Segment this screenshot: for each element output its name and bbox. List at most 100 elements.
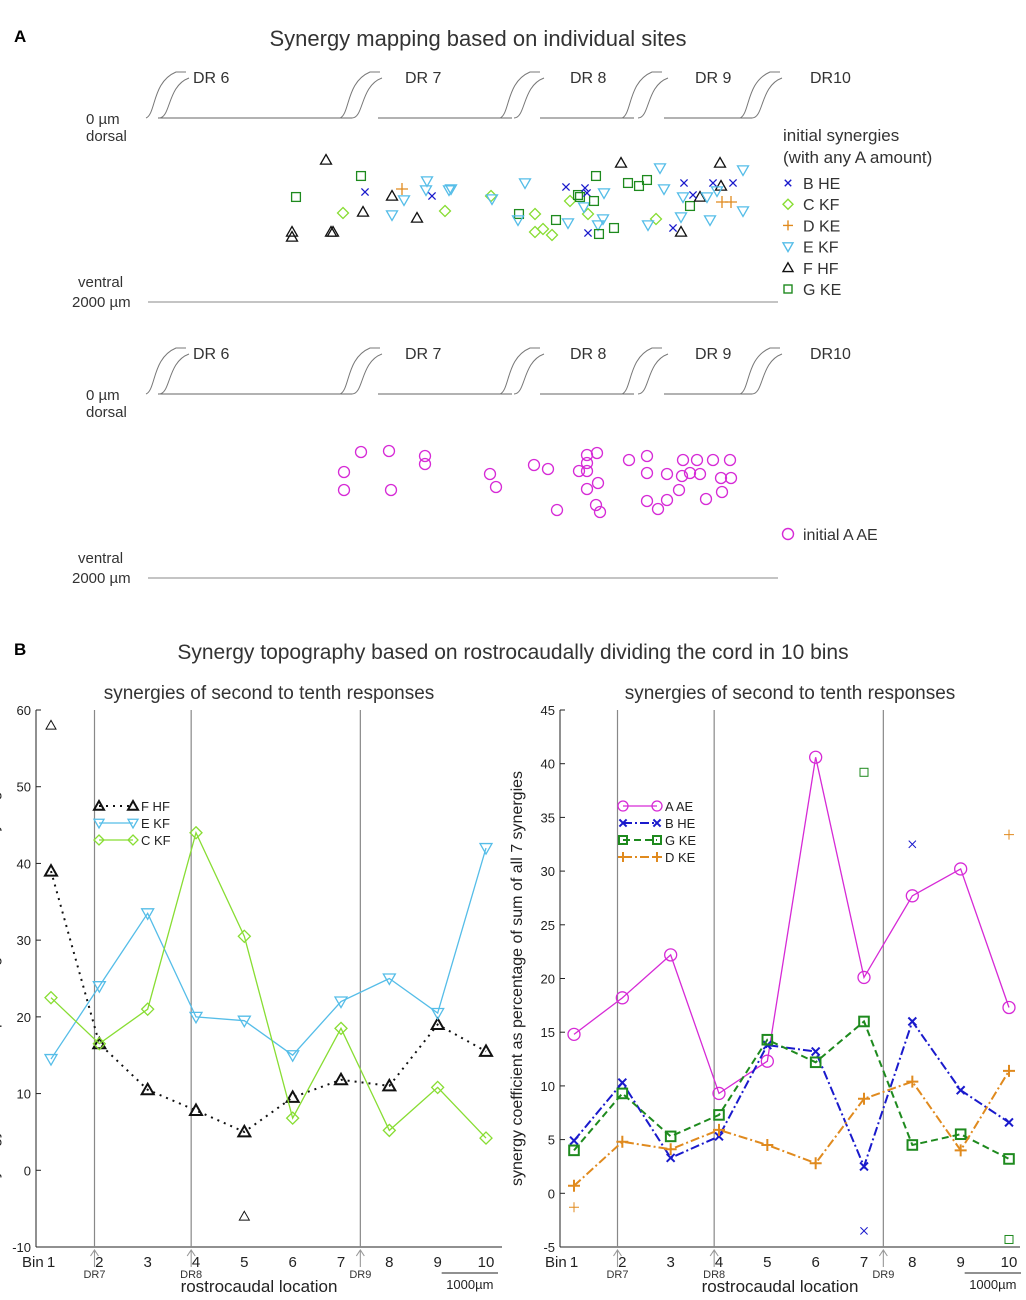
- site-marker: [679, 178, 689, 188]
- site-marker: [285, 230, 299, 242]
- map1-root-2-inner: [351, 77, 383, 119]
- site-marker-a-ae: [676, 453, 690, 467]
- site-marker: [649, 212, 663, 226]
- x-tick-label: 2: [618, 1254, 626, 1271]
- root-arrow-label: DR8: [180, 1269, 202, 1281]
- site-marker-a-ae: [580, 464, 594, 478]
- site-marker: [545, 228, 559, 242]
- data-point-g-ke: [664, 1130, 677, 1143]
- map1-root-5-outer: [739, 71, 780, 119]
- site-marker-a-ae: [724, 471, 738, 485]
- site-marker: [588, 195, 600, 207]
- map1-dorsal-label: dorsal: [86, 128, 127, 145]
- site-marker-a-ae: [699, 492, 713, 506]
- legend-marker: [652, 818, 662, 828]
- site-marker: [438, 204, 452, 218]
- map2-root-5-inner: [751, 353, 783, 395]
- data-point-b-he: [617, 1078, 628, 1088]
- x-tick-label: 9: [433, 1254, 441, 1271]
- data-point-a-ae: [857, 970, 871, 985]
- data-point-b-he: [907, 1016, 918, 1027]
- data-point-b-he: [569, 1136, 579, 1146]
- site-marker: [536, 222, 550, 236]
- data-point-c-kf: [382, 1123, 397, 1138]
- site-marker: [736, 206, 750, 218]
- site-marker: [420, 176, 434, 188]
- data-point-f-hf: [381, 1077, 398, 1092]
- data-point-c-kf: [334, 1021, 348, 1036]
- legend-label: F HF: [803, 261, 839, 278]
- data-point-b-he: [955, 1085, 966, 1095]
- root-arrow-icon: [186, 1249, 196, 1267]
- site-marker-a-ae: [675, 469, 689, 483]
- site-marker: [583, 228, 593, 238]
- data-point-f-hf: [284, 1089, 301, 1103]
- legend-marker-b-he: [784, 179, 792, 187]
- site-marker: [728, 178, 738, 188]
- site-marker: [326, 225, 340, 237]
- data-point-e-kf: [333, 996, 349, 1009]
- legend-label: G KE: [803, 282, 841, 299]
- map2-root-4-outer: [621, 347, 662, 395]
- x-tick-label: 3: [143, 1254, 151, 1271]
- data-point-d-ke: [809, 1157, 822, 1170]
- y-tick-label: 45: [541, 703, 555, 718]
- map2-ventral-label: ventral: [78, 550, 123, 567]
- x-axis-label: rostrocaudal location: [181, 1277, 338, 1296]
- site-marker: [550, 214, 562, 226]
- outlier-point-f-hf: [238, 1210, 251, 1221]
- legend-initial-synergies: B HE C KF D KE E KF F HF G KE: [781, 176, 841, 299]
- data-point-e-kf: [140, 908, 155, 921]
- site-marker: [710, 186, 724, 198]
- data-point-d-ke: [906, 1075, 919, 1088]
- legend-label: F HF: [141, 799, 170, 814]
- map1-dorsal-depth: 0 µm: [86, 111, 120, 128]
- y-tick-label: 5: [548, 1133, 555, 1148]
- map1-root-label: DR10: [810, 70, 851, 87]
- data-point-e-kf: [430, 1007, 445, 1021]
- site-marker-a-ae: [690, 453, 704, 467]
- legend-marker: [127, 834, 139, 846]
- data-point-c-kf: [237, 929, 252, 944]
- y-tick-label: -5: [543, 1240, 555, 1255]
- legend-marker: [652, 835, 662, 845]
- site-marker-a-ae: [660, 493, 674, 507]
- root-arrow-label: DR8: [703, 1269, 725, 1281]
- site-marker-a-ae: [683, 466, 697, 480]
- site-marker: [396, 183, 408, 195]
- x-tick-label: 6: [288, 1254, 296, 1271]
- data-point-f-hf: [188, 1102, 204, 1116]
- legend-marker: [93, 834, 105, 846]
- map1-root-label: DR 7: [405, 70, 442, 87]
- site-marker: [580, 183, 590, 193]
- site-marker: [419, 185, 433, 197]
- data-point-g-ke: [858, 1015, 870, 1028]
- map1-root-label: DR 9: [695, 70, 732, 87]
- y-tick-label: 15: [541, 1025, 555, 1040]
- site-marker: [356, 205, 370, 217]
- data-point-f-hf: [478, 1043, 494, 1057]
- data-point-d-ke: [713, 1123, 725, 1136]
- map1-root-5-inner: [751, 77, 783, 119]
- map1-ventral-depth: 2000 µm: [72, 294, 131, 311]
- data-point-a-ae: [712, 1086, 726, 1101]
- data-point-b-he: [665, 1153, 676, 1163]
- root-arrow-icon: [90, 1249, 99, 1267]
- legend-label: D KE: [665, 850, 696, 865]
- site-marker-a-ae: [591, 476, 605, 490]
- site-marker: [385, 189, 399, 201]
- site-marker: [736, 165, 750, 177]
- x-axis-label: rostrocaudal location: [702, 1277, 859, 1296]
- site-marker-a-ae: [651, 502, 665, 516]
- site-marker-a-ae: [489, 480, 503, 494]
- outlier-point-f-hf: [45, 719, 57, 730]
- map2-root-label: DR 6: [193, 346, 230, 363]
- map1-root-1-outer: [145, 71, 186, 119]
- map2-root-1-outer: [145, 347, 186, 395]
- data-point-e-kf: [237, 1015, 252, 1029]
- panel-a-title: Synergy mapping based on individual site…: [269, 26, 686, 51]
- site-marker-a-ae: [337, 483, 351, 497]
- legend-marker: [126, 818, 140, 830]
- outlier-point-g-ke: [859, 767, 869, 777]
